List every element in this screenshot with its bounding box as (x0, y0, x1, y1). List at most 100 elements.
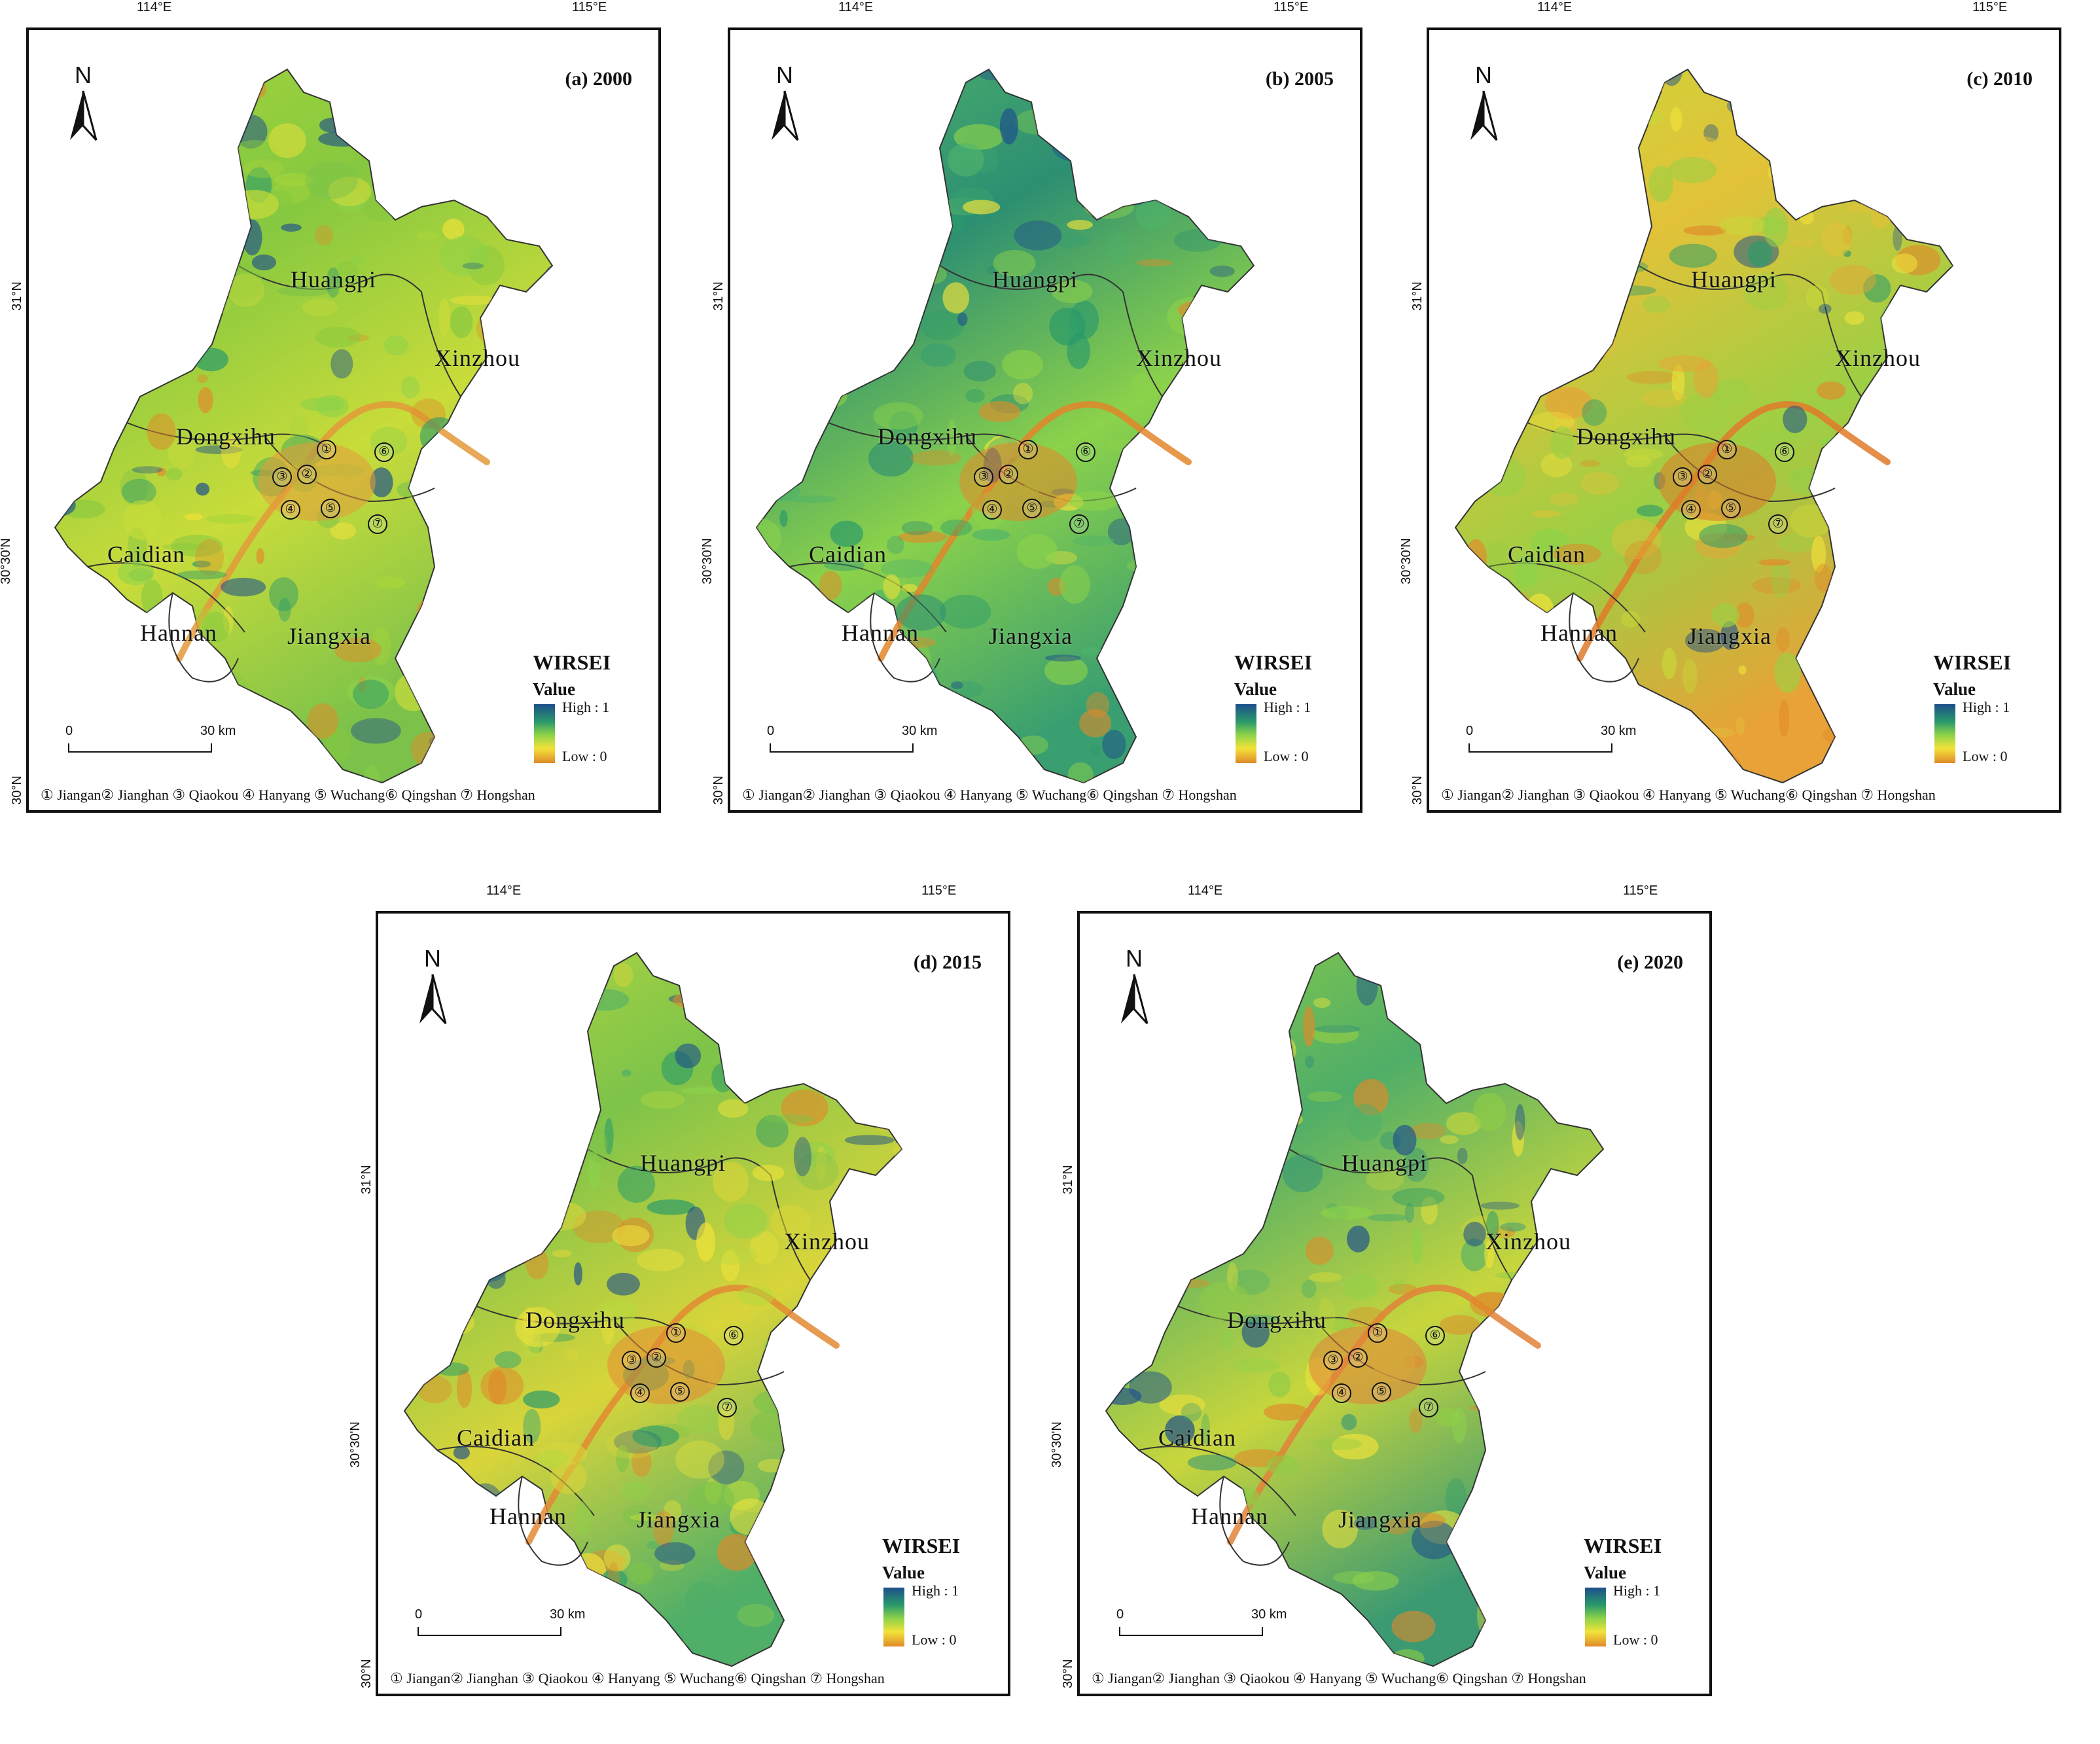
index-patch (433, 1105, 464, 1121)
index-patch (1368, 1214, 1409, 1222)
district-boundary (436, 1446, 595, 1516)
district-label-jiangxia: Jiangxia (637, 1506, 721, 1533)
index-patch (1814, 137, 1856, 163)
index-patch (1187, 1454, 1237, 1471)
index-patch (481, 665, 509, 695)
index-patch (868, 440, 914, 477)
index-patch (1539, 146, 1550, 164)
district-boundary (1122, 291, 1163, 397)
index-patch (1054, 91, 1067, 122)
index-patch (874, 215, 889, 237)
district-label-huangpi: Huangpi (992, 266, 1078, 293)
index-patch (1553, 543, 1601, 565)
index-patch (1137, 259, 1173, 267)
index-patch (1684, 628, 1726, 653)
index-patch (759, 145, 783, 164)
longitude-label: 115°E (1273, 0, 1309, 14)
index-patch (1565, 1586, 1586, 1612)
index-patch (1623, 753, 1672, 777)
district-label-dongxihu: Dongxihu (1576, 423, 1676, 450)
north-letter: N (1126, 945, 1143, 972)
index-patch (448, 1611, 478, 1625)
index-patch (326, 267, 340, 298)
index-patch (1215, 529, 1254, 552)
index-patch (1799, 209, 1814, 224)
index-patch (1263, 1403, 1309, 1421)
circle-label-qiaokou: ③ (1673, 467, 1692, 487)
index-patch (1106, 1211, 1146, 1232)
index-patch (1212, 1576, 1230, 1606)
index-patch (1308, 1612, 1330, 1643)
circle-label-wuchang: ⑤ (1022, 499, 1042, 518)
index-patch (535, 1201, 586, 1231)
index-patch (1385, 1518, 1411, 1535)
index-patch (415, 1085, 444, 1118)
index-patch (855, 957, 902, 971)
circle-label-jianghan: ② (647, 1348, 666, 1368)
index-patch (863, 1177, 899, 1205)
longitude-label: 114°E (486, 883, 522, 898)
index-patch (418, 1109, 442, 1134)
index-patch (1481, 986, 1518, 999)
index-patch (444, 608, 459, 643)
index-patch (133, 344, 169, 381)
index-patch (351, 718, 401, 744)
index-patch (1545, 969, 1563, 1001)
index-patch (404, 1295, 456, 1306)
index-patch (1199, 1282, 1250, 1320)
index-patch (919, 310, 965, 341)
index-patch (640, 1091, 685, 1109)
index-patch (940, 215, 965, 233)
index-patch (1446, 1033, 1466, 1061)
index-patch (315, 395, 349, 418)
index-patch (535, 544, 552, 571)
index-patch (195, 539, 224, 576)
index-patch (875, 247, 925, 276)
circle-label-hongshan: ⑦ (1419, 1398, 1438, 1417)
index-patch (99, 601, 125, 618)
index-patch (1455, 446, 1501, 455)
index-patch (1846, 203, 1887, 213)
index-patch (898, 531, 948, 543)
index-patch (1224, 1143, 1235, 1153)
index-patch (883, 124, 912, 148)
index-patch (273, 173, 313, 187)
index-patch (197, 374, 208, 383)
index-patch (523, 1390, 560, 1409)
index-patch (1090, 745, 1101, 755)
index-patch (525, 330, 552, 359)
index-patch (1123, 685, 1143, 715)
index-patch (806, 1375, 834, 1384)
index-patch (525, 1248, 549, 1279)
scale-zero-label: 0 (65, 724, 73, 738)
map-panel-d: 114°E 115°E 31°N 30°30'N 30°N (d) 2015 N… (348, 883, 1010, 1696)
index-patch (1533, 997, 1549, 1021)
index-patch (501, 495, 531, 535)
index-patch (1880, 300, 1921, 339)
index-patch (1853, 607, 1899, 616)
index-patch (404, 179, 452, 199)
index-patch (1201, 1414, 1210, 1446)
index-patch (1662, 647, 1677, 680)
index-patch (1535, 107, 1561, 133)
index-patch (1392, 1188, 1445, 1207)
scale-zero-label: 0 (1116, 1607, 1124, 1622)
index-patch (1194, 520, 1215, 557)
index-patch (1520, 88, 1545, 104)
index-patch (131, 265, 141, 292)
index-patch (756, 666, 778, 696)
north-letter: N (424, 945, 441, 972)
district-key-footer: ① Jiangan② Jianghan ③ Qiaokou ④ Hanyang … (1092, 1670, 1586, 1686)
district-label-caidian: Caidian (1158, 1425, 1236, 1451)
index-patch (435, 1362, 469, 1376)
index-patch (307, 703, 338, 739)
index-patch (717, 1099, 749, 1118)
circle-label-jiangan: ① (1018, 440, 1038, 459)
index-patch (1086, 141, 1121, 148)
index-patch (1277, 1576, 1311, 1605)
index-patch (404, 1531, 443, 1559)
index-patch (205, 514, 256, 524)
index-patch (269, 577, 299, 611)
index-patch (764, 976, 778, 1009)
index-patch (771, 1516, 789, 1538)
